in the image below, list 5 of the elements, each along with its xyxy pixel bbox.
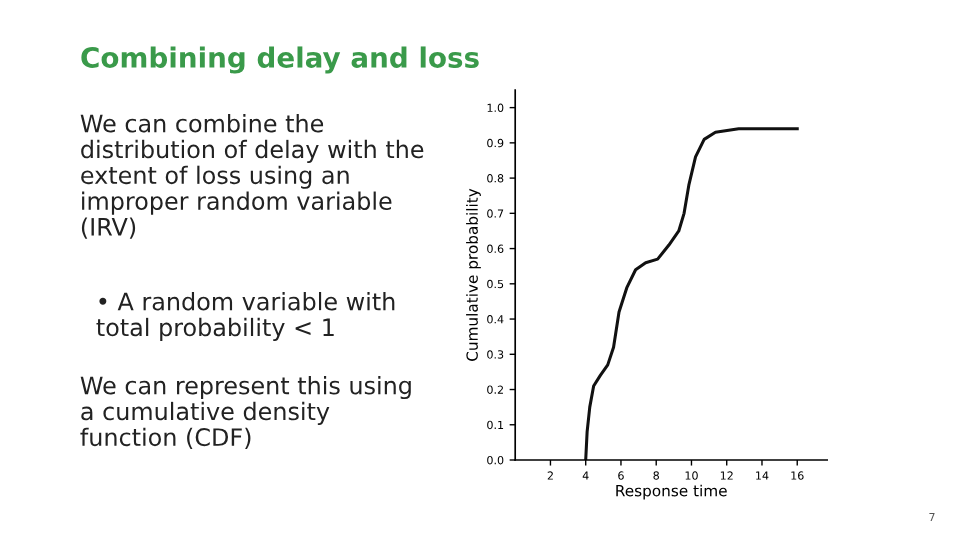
text: We can combine the distribution of delay with the extent of loss using an improper random variable (IRV) (80, 114, 424, 239)
text: Combining delay and loss (81, 46, 479, 74)
text: We can represent this using a cumulative density function (CDF) (80, 376, 411, 449)
text: • A random variable with total probability < 1 (96, 292, 395, 341)
line-series (584, 127, 799, 460)
